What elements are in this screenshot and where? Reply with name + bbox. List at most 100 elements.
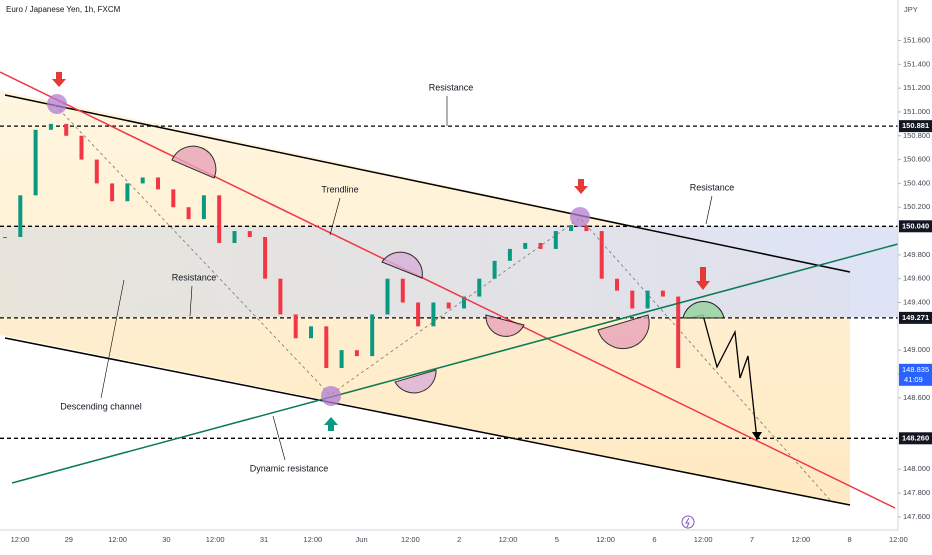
candle	[156, 177, 160, 190]
x-tick-label: 7	[750, 535, 754, 544]
x-tick-label: 12:00	[11, 535, 30, 544]
arc	[682, 301, 725, 319]
arc	[171, 145, 217, 179]
candle	[645, 290, 650, 309]
x-tick-label: 12:00	[108, 535, 127, 544]
candle	[140, 177, 145, 184]
last-price-label: 148.835	[902, 365, 929, 374]
candle	[477, 278, 482, 297]
price-label: 150.881	[902, 121, 929, 130]
price-label-bg	[899, 311, 932, 324]
candle	[64, 123, 69, 136]
candle	[492, 260, 497, 279]
candle	[110, 183, 115, 202]
currency: JPY	[904, 5, 918, 14]
channel-bottom	[4, 337, 851, 506]
y-tick-label: 150.600	[903, 155, 930, 164]
candle	[125, 183, 130, 202]
candle	[538, 242, 543, 249]
pivot	[321, 386, 341, 406]
pointer	[189, 285, 193, 317]
y-tick-label: 150.200	[903, 202, 930, 211]
candle	[584, 225, 589, 232]
arc	[597, 314, 650, 350]
candle	[446, 302, 451, 309]
range-band	[0, 226, 898, 317]
x-tick-label: 12:00	[303, 535, 322, 544]
x-tick-label: 12:00	[889, 535, 908, 544]
candle	[324, 326, 329, 369]
arrow-down	[574, 179, 588, 194]
arc	[381, 251, 423, 279]
annotation: Resistance	[429, 82, 474, 92]
arrow-up	[324, 417, 338, 431]
grid	[0, 125, 898, 439]
annotation: Resistance	[690, 182, 735, 192]
pointer	[272, 415, 286, 461]
candle	[33, 129, 38, 196]
x-tick-label: 29	[65, 535, 73, 544]
candle	[569, 225, 574, 232]
candle	[339, 350, 344, 369]
x-tick-label: 8	[848, 535, 852, 544]
y-tick-label: 151.600	[903, 35, 930, 44]
x-tick-label: 12:00	[596, 535, 615, 544]
candle	[400, 278, 405, 303]
candle	[385, 278, 390, 315]
pivot	[47, 94, 67, 114]
countdown: 41:09	[904, 375, 923, 384]
x-tick-label: 2	[457, 535, 461, 544]
candle	[553, 231, 558, 249]
candle	[599, 231, 604, 279]
arc	[485, 314, 525, 337]
pivot	[570, 207, 590, 227]
candle	[186, 207, 191, 220]
y-tick-label: 149.600	[903, 274, 930, 283]
event-icon-bolt	[685, 517, 690, 528]
event-icon	[681, 515, 695, 529]
candle	[247, 231, 252, 238]
drawings	[0, 71, 899, 509]
candle	[416, 302, 421, 327]
x-tick-label: 6	[652, 535, 656, 544]
pointer	[100, 279, 125, 399]
y-tick-label: 147.600	[903, 512, 930, 521]
candle	[615, 278, 619, 291]
price-label: 149.271	[902, 313, 929, 322]
candle	[3, 237, 7, 239]
candle	[278, 278, 283, 315]
y-tick-label: 149.800	[903, 250, 930, 259]
arrow-down	[52, 72, 66, 87]
candle	[507, 248, 512, 261]
candle	[676, 296, 681, 369]
channel-top	[4, 94, 851, 273]
candle	[263, 237, 268, 279]
x-tick-label: Jun	[356, 535, 368, 544]
price-label-bg	[899, 120, 932, 133]
candle	[201, 195, 206, 220]
y-tick-label: 151.400	[903, 59, 930, 68]
trendline	[0, 71, 896, 509]
x-tick-label: 12:00	[694, 535, 713, 544]
candle	[630, 290, 635, 309]
candle	[217, 195, 222, 243]
candle	[309, 326, 313, 339]
y-tick-label: 148.000	[903, 464, 930, 473]
annotation: Trendline	[321, 184, 358, 194]
candles	[3, 123, 681, 369]
candle	[18, 195, 23, 238]
candle	[94, 159, 99, 184]
path-guide	[54, 104, 831, 501]
x-tick-label: 12:00	[206, 535, 225, 544]
price-label-bg	[899, 220, 932, 233]
price-axis	[898, 0, 932, 550]
y-tick-label: 149.000	[903, 345, 930, 354]
projection-head	[752, 432, 762, 440]
candle	[293, 314, 298, 339]
dynamic-resistance-line	[11, 243, 899, 484]
annotation: Descending channel	[60, 401, 142, 411]
x-tick-label: 12:00	[401, 535, 420, 544]
candle	[370, 314, 375, 357]
arrow-down	[696, 267, 710, 290]
